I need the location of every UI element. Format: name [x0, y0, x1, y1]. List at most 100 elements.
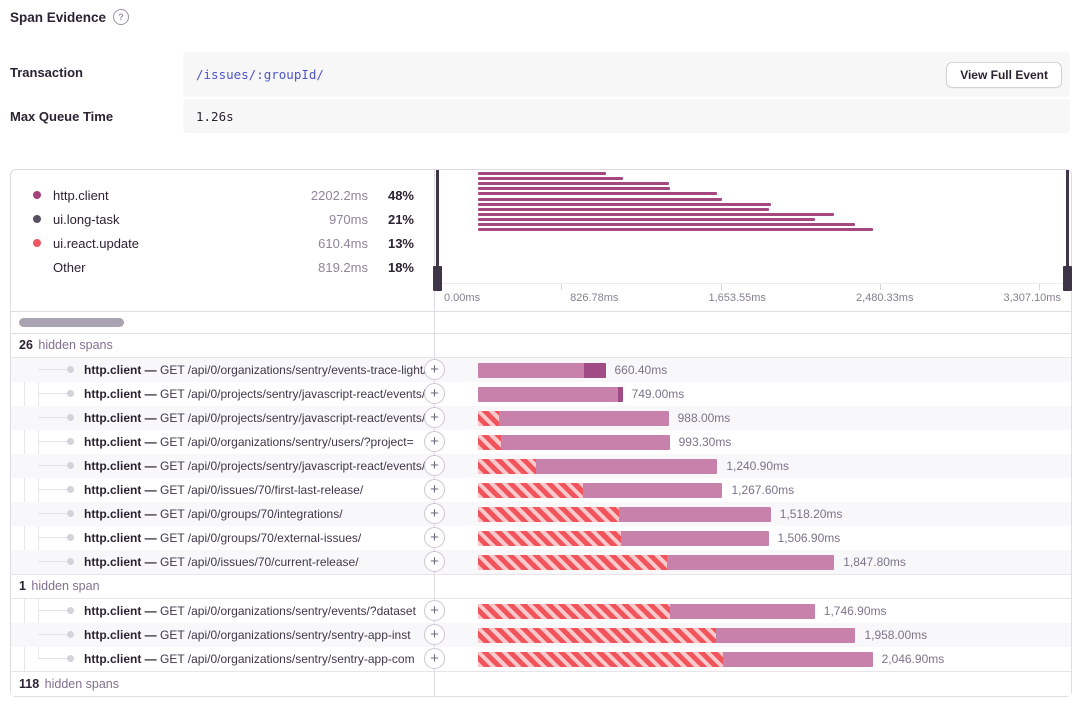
view-full-event-button[interactable]: View Full Event — [946, 61, 1062, 88]
tree-node-dot — [67, 414, 74, 421]
minimap-chart[interactable] — [433, 170, 1072, 291]
tree-node-dot — [67, 631, 74, 638]
page-title: Span Evidence — [10, 9, 107, 25]
tree-node-dot — [67, 486, 74, 493]
span-row[interactable]: http.client — GET /api/0/organizations/s… — [11, 599, 1071, 623]
span-duration-bar[interactable] — [478, 387, 623, 402]
span-description: GET /api/0/projects/sentry/javascript-re… — [160, 411, 426, 425]
span-row[interactable]: http.client — GET /api/0/projects/sentry… — [11, 406, 1071, 430]
span-duration-bar[interactable] — [478, 459, 718, 474]
span-row[interactable]: http.client — GET /api/0/projects/sentry… — [11, 454, 1071, 478]
minimap-span-bar — [478, 228, 873, 232]
minimap-span-bar — [478, 217, 815, 221]
span-label: http.client — GET /api/0/organizations/s… — [84, 358, 428, 382]
span-row[interactable]: http.client — GET /api/0/groups/70/integ… — [11, 502, 1071, 526]
expand-span-button[interactable]: + — [424, 600, 445, 621]
legend-duration: 970ms — [328, 211, 368, 227]
span-row[interactable]: http.client — GET /api/0/groups/70/exter… — [11, 526, 1071, 550]
span-row[interactable]: http.client — GET /api/0/organizations/s… — [11, 358, 1071, 382]
expand-span-button[interactable]: + — [424, 359, 445, 380]
span-description: GET /api/0/organizations/sentry/events/?… — [160, 604, 416, 618]
expand-span-button[interactable]: + — [424, 455, 445, 476]
span-section: http.client — GET /api/0/organizations/s… — [11, 599, 1071, 671]
span-op-label: http.client — — [84, 435, 160, 449]
react-update-hatch-overlay — [478, 507, 619, 522]
span-row[interactable]: http.client — GET /api/0/organizations/s… — [11, 430, 1071, 454]
legend-op-label: http.client — [53, 187, 109, 203]
span-op-label: http.client — — [84, 652, 160, 666]
span-duration-label: 993.30ms — [678, 435, 732, 449]
hidden-spans-header[interactable]: 1 hidden span — [11, 574, 1071, 599]
span-waterfall-panel: http.client 2202.2ms 48% ui.long-task 970ms 2… — [10, 169, 1072, 697]
span-duration-bar[interactable] — [478, 628, 856, 643]
expand-span-button[interactable]: + — [424, 407, 445, 428]
axis-tick-label: 1,653.55ms — [708, 291, 766, 304]
span-row-right: 660.40ms — [434, 358, 1071, 382]
span-duration-bar[interactable] — [478, 483, 723, 498]
legend-color-dot — [33, 215, 41, 223]
span-row-left: http.client — GET /api/0/organizations/s… — [11, 358, 434, 382]
span-duration-bar[interactable] — [478, 411, 669, 426]
span-row[interactable]: http.client — GET /api/0/organizations/s… — [11, 647, 1071, 671]
minimap-span-bar — [478, 187, 670, 191]
expand-span-button[interactable]: + — [424, 624, 445, 645]
axis-labels: 0.00ms 826.78ms 1,653.55ms 2,480.33ms 3,307.… — [434, 284, 1071, 311]
minimap-span-bar — [478, 192, 718, 196]
span-duration-bar[interactable] — [478, 435, 670, 450]
horizontal-scrollbar-thumb[interactable] — [19, 318, 124, 327]
help-question-icon[interactable]: ? — [113, 9, 130, 25]
span-row-left: http.client — GET /api/0/projects/sentry… — [11, 454, 434, 478]
minimap-span-bar — [478, 177, 623, 181]
span-row-right: 1,267.60ms — [434, 478, 1071, 502]
expand-span-button[interactable]: + — [424, 479, 445, 500]
span-duration-bar[interactable] — [478, 604, 815, 619]
minimap-cell: 0.00ms 826.78ms 1,653.55ms 2,480.33ms 3,307.… — [433, 170, 1072, 311]
span-row[interactable]: http.client — GET /api/0/projects/sentry… — [11, 382, 1071, 406]
span-duration-bar[interactable] — [478, 531, 769, 546]
span-duration-bar[interactable] — [478, 363, 606, 378]
axis-tick-mark — [720, 284, 722, 290]
span-duration-bar[interactable] — [478, 555, 835, 570]
legend-duration: 610.4ms — [318, 235, 368, 251]
span-label: http.client — GET /api/0/groups/70/integ… — [84, 502, 428, 526]
span-row-left: http.client — GET /api/0/groups/70/exter… — [11, 526, 434, 550]
expand-span-button[interactable]: + — [424, 503, 445, 524]
span-description: GET /api/0/issues/70/first-last-release/ — [160, 483, 364, 497]
span-op-label: http.client — — [84, 507, 160, 521]
span-row[interactable]: http.client — GET /api/0/issues/70/curre… — [11, 550, 1071, 574]
minimap-right-handle[interactable] — [1063, 170, 1072, 291]
expand-span-button[interactable]: + — [424, 383, 445, 404]
expand-span-button[interactable]: + — [424, 648, 445, 669]
hidden-spans-footer[interactable]: 118 hidden spans — [11, 671, 1071, 696]
handle-grip[interactable] — [433, 266, 442, 291]
span-row[interactable]: http.client — GET /api/0/organizations/s… — [11, 623, 1071, 647]
span-row-left: http.client — GET /api/0/projects/sentry… — [11, 382, 434, 406]
span-label: http.client — GET /api/0/projects/sentry… — [84, 454, 428, 478]
span-row-left: http.client — GET /api/0/issues/70/first… — [11, 478, 434, 502]
tree-node-dot — [67, 366, 74, 373]
span-duration-bar[interactable] — [478, 507, 771, 522]
span-op-label: http.client — — [84, 411, 160, 425]
tree-node-dot — [67, 438, 74, 445]
hidden-spans-header[interactable]: 26 hidden spans — [11, 334, 1071, 358]
span-duration-bar[interactable] — [478, 652, 873, 667]
span-label: http.client — GET /api/0/organizations/s… — [84, 430, 428, 454]
minimap-left-handle[interactable] — [433, 170, 442, 291]
time-axis: 0.00ms 826.78ms 1,653.55ms 2,480.33ms 3,307.… — [434, 283, 1071, 311]
span-row[interactable]: http.client — GET /api/0/issues/70/first… — [11, 478, 1071, 502]
span-description: GET /api/0/organizations/sentry/sentry-a… — [160, 652, 415, 666]
expand-span-button[interactable]: + — [424, 527, 445, 548]
expand-span-button[interactable]: + — [424, 551, 445, 572]
handle-grip[interactable] — [1063, 266, 1072, 291]
legend-item: Other 819.2ms 18% — [11, 255, 434, 279]
panel-top: http.client 2202.2ms 48% ui.long-task 970ms 2… — [11, 170, 1072, 312]
span-duration-label: 1,506.90ms — [777, 531, 841, 545]
span-row-right: 988.00ms — [434, 406, 1071, 430]
horizontal-scrollbar-track — [11, 312, 1071, 334]
expand-span-button[interactable]: + — [424, 431, 445, 452]
max-queue-time-row: Max Queue Time 1.26s — [10, 99, 1070, 133]
axis-tick-mark — [561, 284, 563, 290]
axis-tick-label: 3,307.10ms — [1003, 291, 1061, 304]
span-duration-label: 1,267.60ms — [731, 483, 795, 497]
transaction-link[interactable]: /issues/:groupId/ — [196, 67, 324, 82]
